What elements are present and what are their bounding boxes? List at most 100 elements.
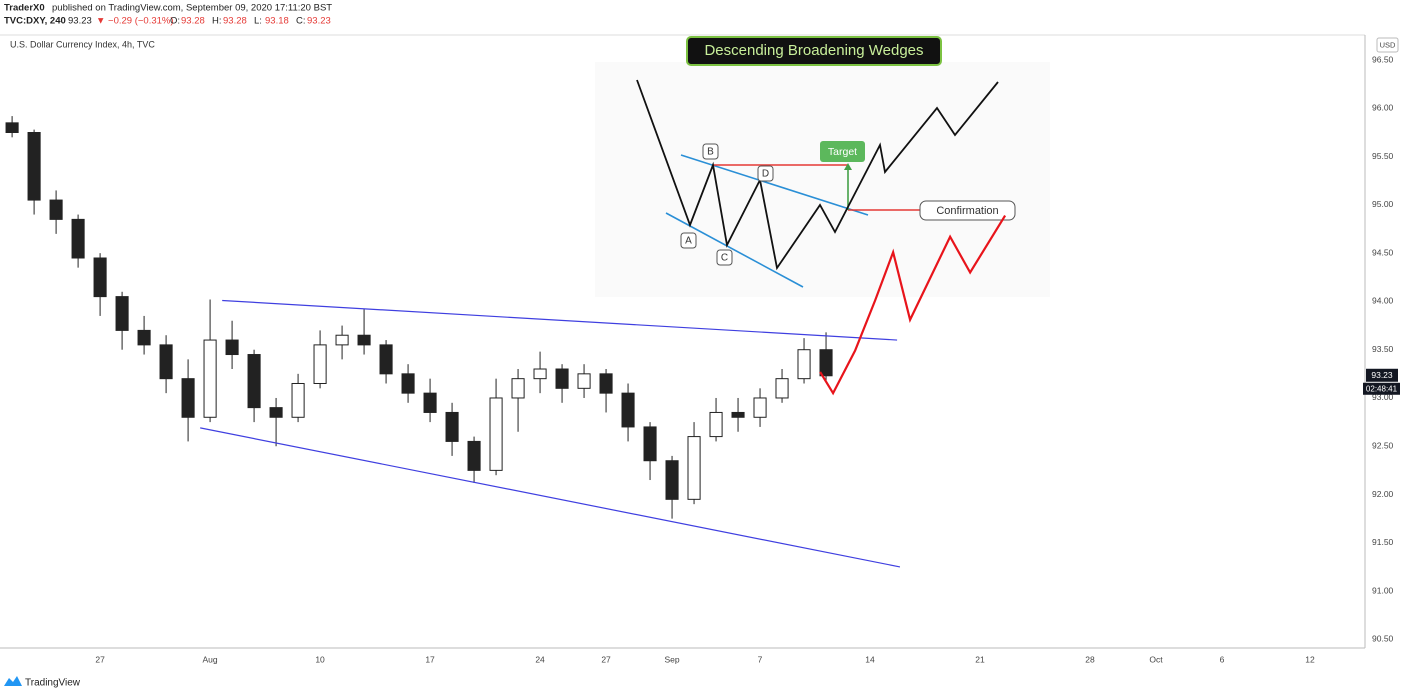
trendline bbox=[222, 299, 898, 341]
ohlc-value: 93.28 bbox=[223, 16, 247, 27]
candle-body bbox=[313, 344, 327, 384]
x-tick-label: Oct bbox=[1149, 654, 1163, 664]
y-tick-label: 93.50 bbox=[1372, 344, 1394, 354]
x-tick-label: 17 bbox=[425, 654, 435, 664]
x-tick-label: 21 bbox=[975, 654, 985, 664]
ohlc-value: 93.18 bbox=[265, 16, 289, 27]
candle-body bbox=[775, 378, 789, 399]
y-tick-label: 95.00 bbox=[1372, 199, 1394, 209]
candle-body bbox=[181, 378, 195, 418]
x-tick-label: 10 bbox=[315, 654, 325, 664]
pattern-lower bbox=[665, 212, 804, 288]
candle-body bbox=[5, 122, 19, 134]
candle-body bbox=[731, 411, 745, 418]
ohlc-label: L: bbox=[254, 16, 262, 27]
y-tick-label: 94.00 bbox=[1372, 296, 1394, 306]
candle-body bbox=[819, 349, 833, 377]
ohlc-label: O: bbox=[170, 16, 180, 27]
projection bbox=[819, 214, 1007, 396]
pattern-arrowhead bbox=[844, 163, 852, 170]
candle-body bbox=[423, 392, 437, 413]
candle-body bbox=[115, 296, 129, 331]
y-tick-label: 96.50 bbox=[1372, 54, 1394, 64]
candle-body bbox=[511, 378, 525, 399]
last-price-box bbox=[1366, 368, 1398, 382]
candle-body bbox=[753, 397, 767, 418]
candle-body bbox=[797, 349, 811, 380]
plot: 90.50 91.00 91.50 92.00 92.50 93.00 93.50 94.00… bbox=[5, 54, 1400, 664]
point-box bbox=[757, 165, 774, 182]
candle-body bbox=[225, 339, 239, 356]
candle-body bbox=[269, 407, 283, 418]
last-price: 93.23 bbox=[1371, 370, 1393, 380]
y-tick-label: 91.00 bbox=[1372, 585, 1394, 595]
published: published on TradingView.com, September … bbox=[52, 3, 332, 14]
candle-body bbox=[599, 373, 613, 394]
candle-body bbox=[489, 397, 503, 471]
x-tick-label: 27 bbox=[601, 654, 611, 664]
y-tick-label: 94.50 bbox=[1372, 247, 1394, 257]
point-label: C bbox=[721, 253, 728, 264]
x-tick-label: 27 bbox=[95, 654, 105, 664]
ohlc: O: 93.28 H: 93.28 L: 93.18 C: 93.23 bbox=[170, 16, 331, 27]
confirmation-label: Confirmation bbox=[936, 205, 998, 217]
candle-body bbox=[159, 344, 173, 380]
target-label: Target bbox=[828, 146, 857, 158]
brand: TradingView bbox=[25, 678, 81, 689]
ohlc-label: C: bbox=[296, 16, 306, 27]
candle-body bbox=[27, 132, 41, 201]
candle-body bbox=[357, 334, 371, 346]
point-label: D bbox=[762, 169, 769, 180]
ohlc-label: H: bbox=[212, 16, 222, 27]
candle-body bbox=[643, 426, 657, 462]
x-tick-label: 7 bbox=[758, 654, 763, 664]
candle-body bbox=[401, 373, 415, 394]
trendline bbox=[200, 427, 901, 568]
currency-box bbox=[1376, 37, 1399, 53]
candle-body bbox=[467, 440, 481, 471]
y-tick-label: 90.50 bbox=[1372, 634, 1394, 644]
candle-body bbox=[577, 373, 591, 389]
x-tick-label: 6 bbox=[1220, 654, 1225, 664]
currency: USD bbox=[1380, 40, 1396, 49]
x-tick-label: 12 bbox=[1305, 654, 1315, 664]
brand-logo bbox=[4, 676, 22, 686]
target-box bbox=[820, 141, 865, 162]
countdown: 02:48:41 bbox=[1366, 384, 1398, 393]
x-tick-label: 28 bbox=[1085, 654, 1095, 664]
y-tick-label: 92.50 bbox=[1372, 440, 1394, 450]
candle-body bbox=[687, 436, 701, 500]
change: ▼ −0.29 (−0.31%) bbox=[96, 16, 174, 27]
point-label: B bbox=[707, 147, 714, 158]
candle-body bbox=[709, 411, 723, 438]
chart-title: U.S. Dollar Currency Index, 4h, TVC bbox=[10, 39, 155, 49]
countdown-box bbox=[1363, 382, 1400, 395]
candle-body bbox=[93, 257, 107, 298]
y-tick-label: 95.50 bbox=[1372, 151, 1394, 161]
y-tick-label: 92.00 bbox=[1372, 489, 1394, 499]
candle-body bbox=[533, 368, 547, 380]
pattern-title: Descending Broadening Wedges bbox=[704, 42, 923, 59]
inset-bg bbox=[595, 62, 1050, 297]
publisher: TraderX0 bbox=[4, 3, 45, 14]
x-tick-label: 14 bbox=[865, 654, 875, 664]
point-box bbox=[702, 143, 719, 160]
y-tick-label: 93.00 bbox=[1372, 392, 1394, 402]
candle-body bbox=[49, 199, 63, 220]
candle-body bbox=[379, 344, 393, 375]
candle-body bbox=[555, 368, 569, 389]
candle-body bbox=[137, 329, 151, 346]
ohlc-value: 93.28 bbox=[181, 16, 205, 27]
pattern-path bbox=[636, 79, 999, 271]
x-tick-label: 24 bbox=[535, 654, 545, 664]
confirmation-box bbox=[919, 200, 1016, 221]
candle-body bbox=[335, 334, 349, 346]
point-label: A bbox=[685, 236, 692, 247]
last-text: 93.23 bbox=[68, 16, 92, 27]
candle-body bbox=[247, 354, 261, 409]
y-tick-label: 96.00 bbox=[1372, 103, 1394, 113]
x-tick-label: Sep bbox=[664, 654, 679, 664]
candle-body bbox=[291, 382, 305, 418]
ohlc-value: 93.23 bbox=[307, 16, 331, 27]
candle-body bbox=[445, 411, 459, 442]
